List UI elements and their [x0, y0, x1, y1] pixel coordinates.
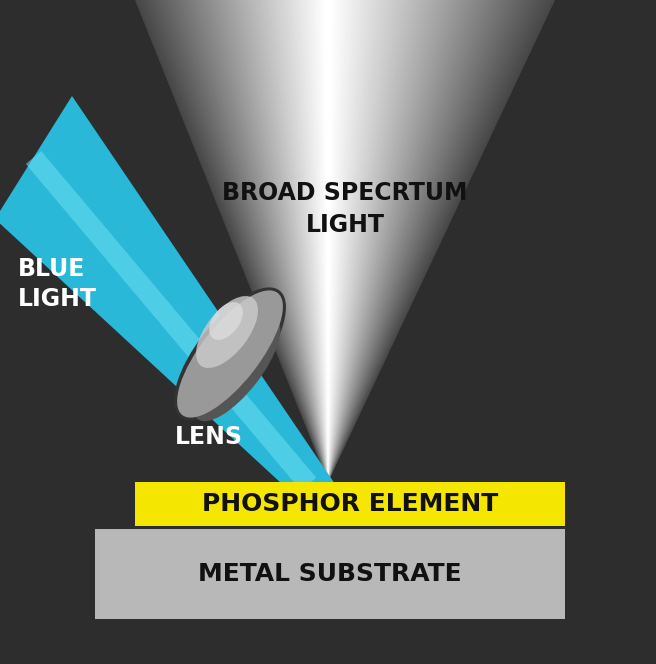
Polygon shape	[257, 0, 411, 482]
Polygon shape	[205, 0, 474, 482]
Polygon shape	[159, 0, 527, 482]
Polygon shape	[240, 0, 431, 482]
Text: METAL SUBSTRATE: METAL SUBSTRATE	[198, 562, 462, 586]
Text: PHOSPHOR ELEMENT: PHOSPHOR ELEMENT	[202, 492, 498, 516]
Ellipse shape	[209, 302, 243, 340]
Polygon shape	[231, 0, 442, 482]
Polygon shape	[228, 0, 445, 482]
Polygon shape	[164, 0, 522, 482]
Polygon shape	[267, 0, 400, 482]
Polygon shape	[295, 0, 366, 482]
Polygon shape	[137, 0, 552, 482]
Polygon shape	[147, 0, 541, 482]
Polygon shape	[262, 0, 406, 482]
Polygon shape	[214, 0, 462, 482]
Polygon shape	[209, 0, 468, 482]
Polygon shape	[260, 0, 409, 482]
Polygon shape	[243, 0, 428, 482]
Polygon shape	[305, 0, 355, 482]
Polygon shape	[212, 0, 465, 482]
Text: BLUE
LIGHT: BLUE LIGHT	[18, 257, 97, 311]
Polygon shape	[180, 0, 501, 482]
Polygon shape	[207, 0, 470, 482]
Polygon shape	[247, 0, 422, 482]
Text: LENS: LENS	[175, 425, 243, 449]
Polygon shape	[176, 0, 507, 482]
Polygon shape	[236, 0, 437, 482]
Text: BROAD SPECRTUM
LIGHT: BROAD SPECRTUM LIGHT	[222, 181, 468, 237]
Polygon shape	[0, 96, 335, 484]
Polygon shape	[161, 0, 524, 482]
Polygon shape	[195, 0, 485, 482]
Polygon shape	[224, 0, 451, 482]
Polygon shape	[250, 0, 420, 482]
Polygon shape	[286, 0, 378, 482]
Polygon shape	[135, 0, 555, 482]
Polygon shape	[26, 151, 316, 491]
Polygon shape	[166, 0, 518, 482]
Polygon shape	[183, 0, 499, 482]
Polygon shape	[281, 0, 383, 482]
Polygon shape	[140, 0, 549, 482]
Bar	[95, 529, 565, 619]
Polygon shape	[319, 0, 338, 482]
Polygon shape	[315, 0, 344, 482]
Polygon shape	[324, 0, 333, 482]
Polygon shape	[144, 0, 544, 482]
Polygon shape	[202, 0, 476, 482]
Polygon shape	[238, 0, 434, 482]
Polygon shape	[219, 0, 457, 482]
Polygon shape	[302, 0, 358, 482]
Polygon shape	[298, 0, 363, 482]
Polygon shape	[274, 0, 392, 482]
Polygon shape	[190, 0, 490, 482]
Polygon shape	[255, 0, 414, 482]
Polygon shape	[216, 0, 459, 482]
Ellipse shape	[177, 290, 283, 418]
Polygon shape	[199, 0, 479, 482]
Polygon shape	[276, 0, 389, 482]
Polygon shape	[321, 0, 335, 482]
Polygon shape	[269, 0, 398, 482]
Polygon shape	[308, 0, 352, 482]
Polygon shape	[264, 0, 403, 482]
Polygon shape	[233, 0, 440, 482]
Bar	[135, 482, 565, 526]
Polygon shape	[142, 0, 546, 482]
Polygon shape	[279, 0, 386, 482]
Polygon shape	[312, 0, 346, 482]
Polygon shape	[288, 0, 375, 482]
Polygon shape	[245, 0, 426, 482]
Polygon shape	[226, 0, 448, 482]
Polygon shape	[157, 0, 529, 482]
Polygon shape	[221, 0, 454, 482]
Polygon shape	[178, 0, 504, 482]
Polygon shape	[152, 0, 535, 482]
Polygon shape	[185, 0, 496, 482]
Polygon shape	[253, 0, 417, 482]
Polygon shape	[188, 0, 493, 482]
Polygon shape	[169, 0, 516, 482]
Ellipse shape	[194, 317, 280, 421]
Polygon shape	[283, 0, 380, 482]
Ellipse shape	[174, 288, 286, 420]
Ellipse shape	[196, 296, 258, 368]
Polygon shape	[317, 0, 341, 482]
Polygon shape	[154, 0, 533, 482]
Polygon shape	[171, 0, 513, 482]
Polygon shape	[310, 0, 350, 482]
Polygon shape	[192, 0, 487, 482]
Polygon shape	[291, 0, 372, 482]
Polygon shape	[272, 0, 394, 482]
Polygon shape	[293, 0, 369, 482]
Polygon shape	[197, 0, 482, 482]
Polygon shape	[173, 0, 510, 482]
Polygon shape	[300, 0, 361, 482]
Polygon shape	[150, 0, 538, 482]
